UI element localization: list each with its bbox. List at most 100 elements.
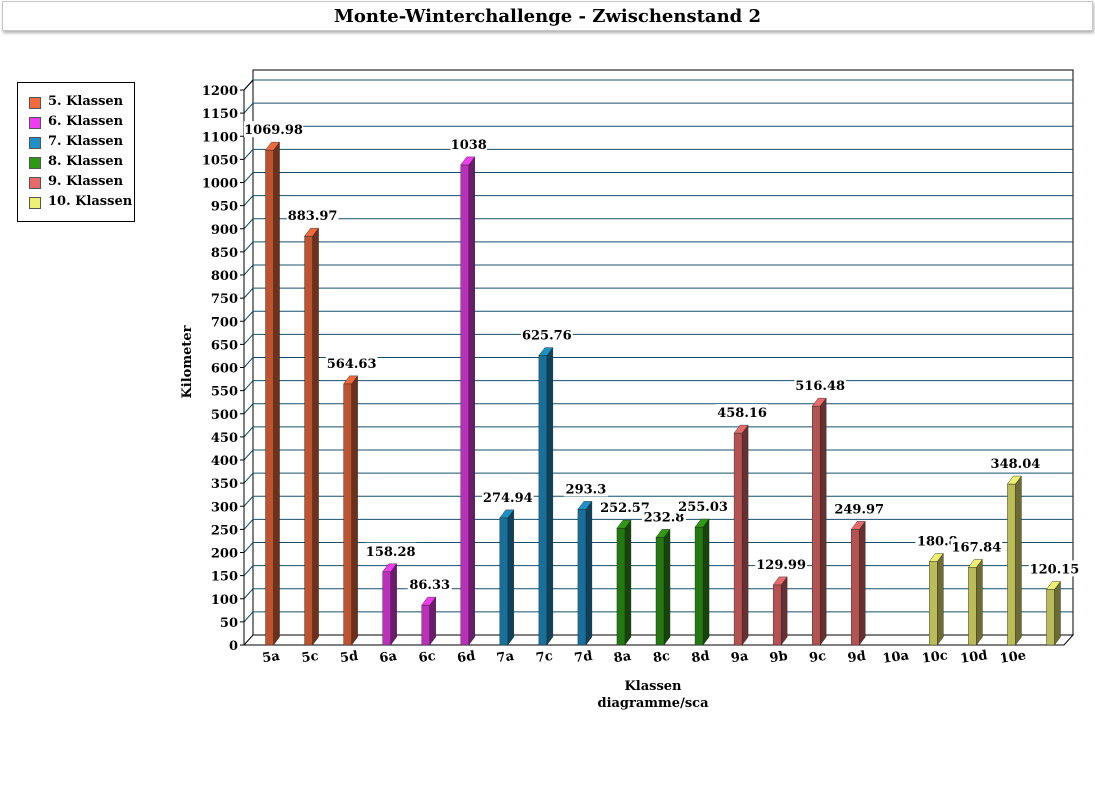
data-label: 255.03 [678,500,728,515]
y-tick-label: 1100 [202,130,238,145]
chart-title: Monte-Winterchallenge - Zwischenstand 2 [333,6,762,27]
bar-top [616,519,632,529]
legend-label: 6. Klassen [48,114,124,129]
data-label-bg [677,498,729,515]
legend-swatch [29,117,41,129]
y-tick-label: 500 [211,408,238,423]
x-tick-label: 8a [613,649,633,666]
data-label: 348.04 [991,457,1041,472]
y-tick-label: 100 [211,593,238,608]
legend-item: 7. Klassen [18,134,134,154]
y-tick-label: 900 [211,223,238,238]
y-tick-label: 450 [211,431,238,446]
legend-item: 5. Klassen [18,94,134,114]
bar [343,383,352,646]
y-tick-label: 1000 [202,177,238,192]
data-label-bg [482,488,534,505]
data-label: 180.8 [917,534,958,549]
gridline-side [243,149,254,160]
x-tick-label: 6d [456,649,476,666]
gridline-side [243,426,254,438]
bar-top [304,227,319,237]
legend-swatch [29,97,41,109]
bar [616,527,626,646]
x-tick-label: 7c [535,649,554,666]
data-label: 1069.98 [244,123,303,138]
bar [851,529,860,646]
x-tick-label: 5c [301,649,320,666]
x-tick-label: 7d [573,649,593,666]
y-tick-label: 700 [211,315,238,330]
data-label: 232.8 [644,510,685,525]
bar-side [859,520,866,646]
bar-side [819,397,827,646]
bar [1046,589,1055,646]
bar [421,604,430,646]
y-tick-label: 150 [211,570,238,585]
bar [772,584,782,646]
data-label: 625.76 [522,329,572,344]
gridline-side [243,310,254,322]
data-label-bg [950,538,1003,555]
data-label: 249.97 [834,502,884,517]
y-tick-label: 950 [211,200,238,215]
bar [577,509,587,646]
bar-top [538,347,554,356]
bar-top [499,509,515,519]
bar [968,567,977,646]
legend-label: 10. Klassen [48,194,133,209]
y-tick-label: 50 [220,616,238,631]
y-tick-label: 300 [211,500,238,515]
data-label-bg [1028,560,1081,577]
x-axis-subtitle: diagramme/sca [597,696,709,711]
data-label-bg [915,532,960,549]
bar-side [1054,580,1061,646]
bar-side [546,346,554,646]
bar-side [624,519,632,646]
y-tick-label: 200 [211,547,238,562]
y-tick-label: 0 [229,639,238,654]
gridline-side [243,565,254,576]
bar-top [1046,581,1061,590]
bar-side [468,156,475,646]
bar [382,571,391,646]
data-label-bg [325,354,378,371]
data-label: 274.94 [483,491,533,506]
data-label-bg [521,326,573,343]
bar-top [694,518,710,528]
bar-top [382,563,398,572]
legend-label: 7. Klassen [48,134,124,149]
bar [694,526,704,646]
y-tick-label: 600 [211,362,238,377]
bar-side [273,141,280,646]
bar [811,405,821,646]
y-tick-label: 550 [211,385,238,400]
data-label-bg [407,576,452,593]
y-tick-label: 850 [211,246,238,261]
x-tick-label: 7a [496,649,516,666]
x-tick-label: 8d [691,649,711,666]
bar-top [343,375,359,385]
x-axis-title: Klassen [624,679,682,694]
data-label: 1038 [451,138,487,153]
data-label: 86.33 [409,578,450,593]
y-tick-label: 800 [211,269,238,284]
gridline-side [243,334,254,345]
x-tick-label: 10a [882,648,911,667]
x-tick-label: 10d [959,648,988,667]
gridline-side [243,472,254,484]
x-tick-label: 8c [652,649,671,666]
bar [265,149,274,646]
data-label: 458.16 [717,406,767,421]
data-label: 564.63 [327,357,377,372]
bar-side [741,424,749,646]
data-label: 293.3 [566,482,607,497]
bar-top [850,521,866,530]
data-label-bg [364,542,417,559]
y-tick-label: 250 [211,523,238,538]
bar-top [733,424,749,434]
bar-top [421,596,437,606]
x-tick-label: 10e [999,648,1027,667]
data-label-bg [989,455,1042,472]
